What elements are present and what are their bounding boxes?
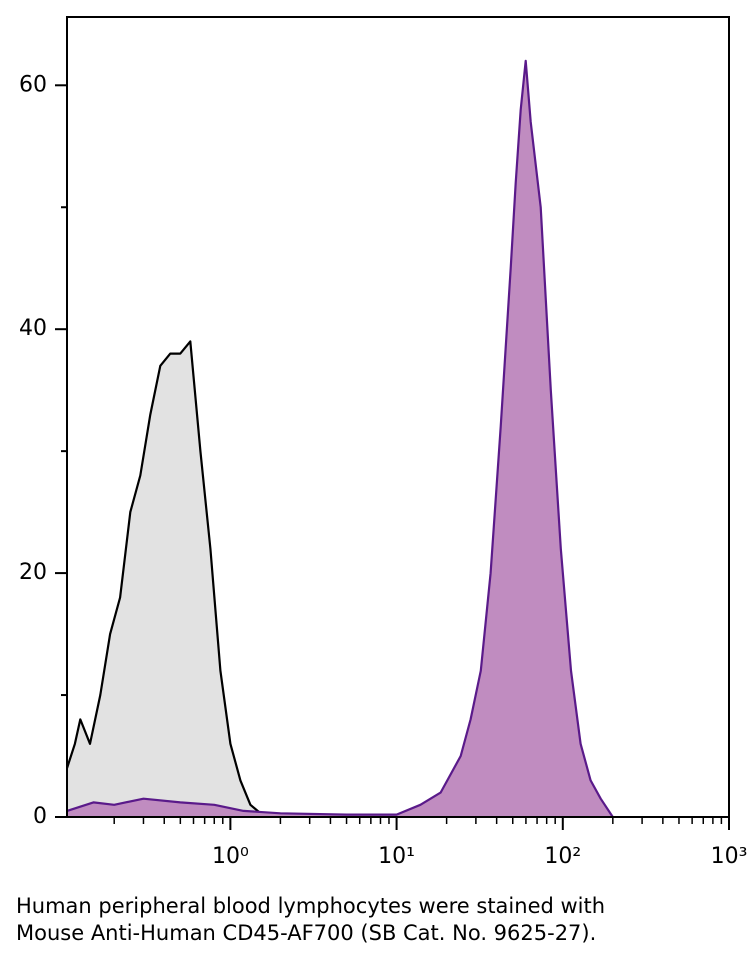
histogram-area <box>67 341 271 817</box>
y-tick-label: 60 <box>19 72 47 97</box>
histogram-area <box>67 60 613 817</box>
caption-line: Human peripheral blood lymphocytes were … <box>16 894 605 918</box>
x-tick-label: 10¹ <box>378 844 415 869</box>
y-tick-label: 0 <box>33 804 47 829</box>
plot-frame <box>66 16 730 818</box>
y-tick-label: 20 <box>19 560 47 585</box>
histogram-line <box>65 340 271 819</box>
x-tick-label: 10³ <box>711 844 748 869</box>
x-tick-label: 10² <box>544 844 581 869</box>
caption-line: Mouse Anti-Human CD45-AF700 (SB Cat. No.… <box>16 921 596 945</box>
x-tick-label: 10⁰ <box>212 844 249 869</box>
y-tick-label: 40 <box>19 316 47 341</box>
histogram-line <box>66 59 614 818</box>
